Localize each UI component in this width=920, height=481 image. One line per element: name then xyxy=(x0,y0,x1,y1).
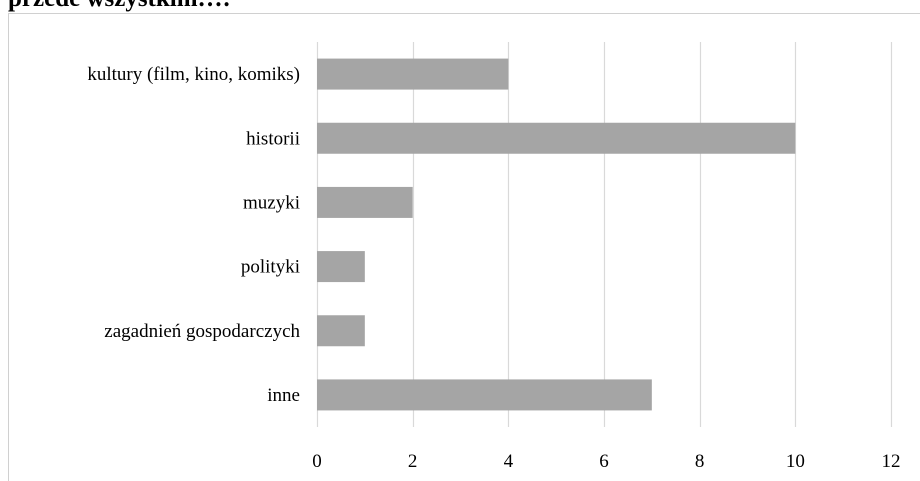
x-tick-label-6: 12 xyxy=(882,451,901,472)
category-label-1: historii xyxy=(246,128,300,149)
x-tick-label-0: 0 xyxy=(312,451,322,472)
bar-1 xyxy=(317,122,796,154)
x-tick-label-3: 6 xyxy=(599,451,609,472)
chart-title: przede wszystkim…: xyxy=(8,0,231,13)
x-tick-label-5: 10 xyxy=(786,451,805,472)
bar-3 xyxy=(317,251,365,283)
x-tick-label-4: 8 xyxy=(695,451,705,472)
category-label-2: muzyki xyxy=(243,192,300,213)
x-tick-label-2: 4 xyxy=(504,451,514,472)
bar-5 xyxy=(317,379,652,411)
bar-0 xyxy=(317,58,509,90)
bar-4 xyxy=(317,315,365,347)
chart-frame xyxy=(8,13,920,481)
category-label-5: inne xyxy=(267,385,300,406)
category-label-0: kultury (film, kino, komiks) xyxy=(87,64,300,85)
bar-2 xyxy=(317,186,413,218)
category-label-4: zagadnień gospodarczych xyxy=(104,321,300,342)
x-tick-label-1: 2 xyxy=(408,451,418,472)
category-label-3: polityki xyxy=(241,257,300,278)
